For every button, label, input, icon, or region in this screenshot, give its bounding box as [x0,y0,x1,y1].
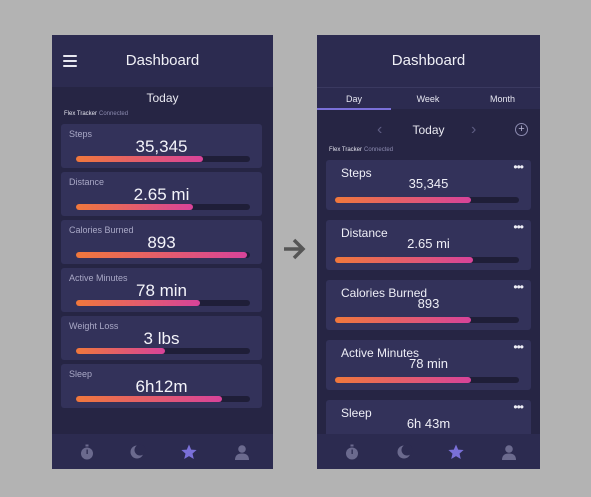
page-title: Dashboard [125,52,200,69]
tracker-name: Flex Tracker [64,111,98,117]
moon-icon[interactable] [395,443,413,461]
progress-bar [76,396,250,402]
card-value: 78 min [408,356,449,371]
card-label: Sleep [69,369,93,379]
active-minutes-card[interactable]: Active Minutes ••• 78 min [326,340,531,390]
progress-bar [76,348,250,354]
hamburger-menu-icon[interactable] [63,55,77,67]
more-options-icon[interactable]: ••• [513,160,524,174]
bottom-nav [52,434,273,469]
more-options-icon[interactable]: ••• [513,280,524,294]
page-title: Dashboard [391,52,466,69]
card-label: Calories Burned [341,286,428,300]
app-header: Dashboard [317,35,540,87]
progress-fill [335,197,472,203]
sleep-card[interactable]: Sleep 6h12m [61,364,262,408]
calories-card[interactable]: Calories Burned 893 [61,220,262,264]
progress-fill [76,348,165,354]
tab-month[interactable]: Month [489,94,515,104]
weight-loss-card[interactable]: Weight Loss 3 lbs [61,316,262,360]
star-icon[interactable] [447,443,465,461]
add-icon[interactable]: + [515,123,528,136]
progress-bar [76,156,250,162]
chevron-left-icon[interactable]: ‹ [377,121,383,138]
distance-card[interactable]: Distance ••• 2.65 mi [326,220,531,270]
card-label: Steps [69,129,93,139]
progress-fill [335,257,473,263]
tracker-name: Flex Tracker [329,147,363,153]
card-value: 35,345 [408,176,449,191]
phone-screen-new: Dashboard Day Week Month ‹ Today › + Fle… [317,35,540,469]
card-label: Sleep [341,406,372,420]
moon-icon[interactable] [128,443,146,461]
more-options-icon[interactable]: ••• [513,340,524,354]
stopwatch-icon[interactable] [78,443,96,461]
card-value: 893 [417,296,440,311]
date-navigator: ‹ Today › + [317,121,540,139]
active-minutes-card[interactable]: Active Minutes 78 min [61,268,262,312]
card-value: 6h12m [135,377,188,396]
progress-fill [335,317,472,323]
more-options-icon[interactable]: ••• [513,220,524,234]
progress-fill [76,204,193,210]
card-label: Weight Loss [69,321,119,331]
tracker-connection-status: Connected [99,111,129,117]
progress-bar [335,257,519,263]
tracker-connection-status: Connected [364,147,394,153]
chevron-right-icon[interactable]: › [471,121,477,138]
progress-bar [76,204,250,210]
more-options-icon[interactable]: ••• [513,400,524,414]
user-icon[interactable] [500,443,518,461]
card-label: Calories Burned [69,225,134,235]
card-value: 35,345 [135,137,188,156]
card-value: 78 min [135,281,188,300]
progress-bar [335,377,519,383]
progress-fill [76,396,223,402]
card-value: 2.65 mi [133,185,190,204]
card-value: 6h 43m [406,416,451,431]
steps-card[interactable]: Steps 35,345 [61,124,262,168]
progress-fill [76,252,247,258]
date-label: Today [146,91,179,105]
progress-fill [335,377,472,383]
card-label: Active Minutes [69,273,128,283]
progress-bar [335,317,519,323]
phone-screen-old: Dashboard Today Flex Tracker Connected St… [52,35,273,469]
date-label: Today [412,123,445,137]
steps-card[interactable]: Steps ••• 35,345 [326,160,531,210]
card-value: 893 [147,233,176,252]
right-arrow-icon [281,236,309,262]
progress-bar [76,252,250,258]
progress-bar [335,197,519,203]
app-header: Dashboard [52,35,273,87]
period-tabs: Day Week Month [317,87,540,110]
tracker-status: Flex Tracker Connected [329,147,393,153]
card-label: Steps [341,166,372,180]
distance-card[interactable]: Distance 2.65 mi [61,172,262,216]
tab-day[interactable]: Day [317,88,391,110]
card-value: 2.65 mi [407,236,450,251]
card-label: Distance [69,177,105,187]
user-icon[interactable] [233,443,251,461]
bottom-nav [317,434,540,469]
progress-fill [76,300,200,306]
star-icon[interactable] [180,443,198,461]
tracker-status: Flex Tracker Connected [64,111,128,117]
stopwatch-icon[interactable] [343,443,361,461]
card-value: 3 lbs [143,329,180,348]
tab-week[interactable]: Week [416,94,440,104]
card-label: Active Minutes [341,346,420,360]
progress-bar [76,300,250,306]
card-label: Distance [341,226,388,240]
calories-card[interactable]: Calories Burned ••• 893 [326,280,531,330]
progress-fill [76,156,204,162]
